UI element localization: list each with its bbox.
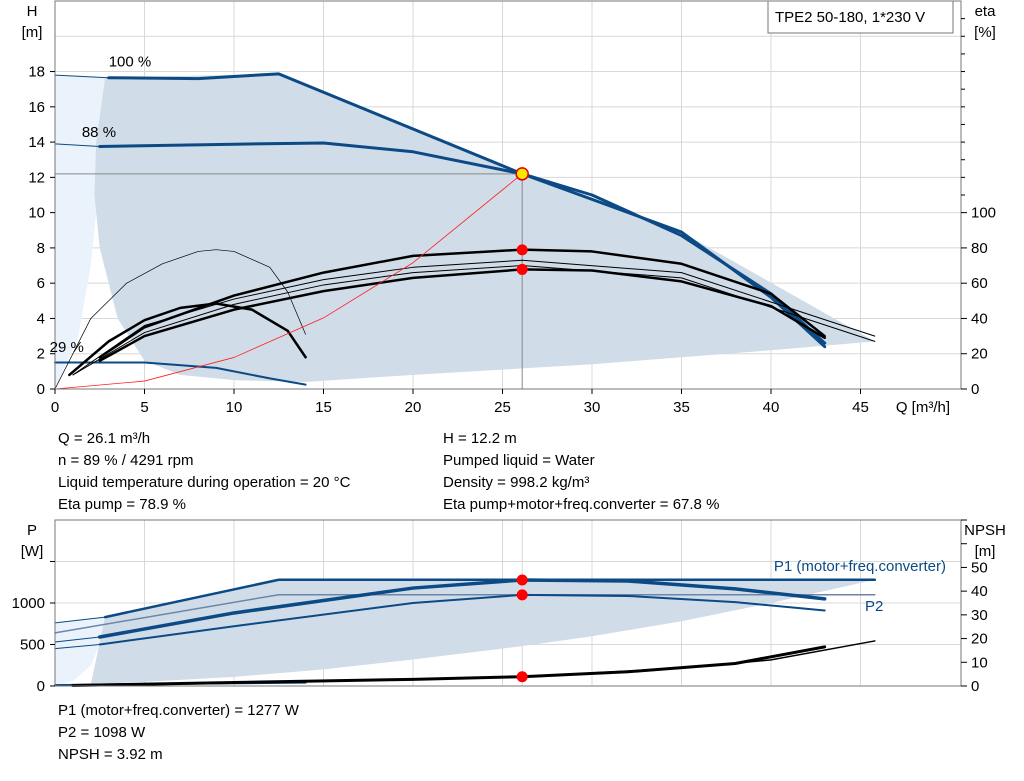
info-flow: Q = 26.1 m³/h (58, 430, 151, 447)
x-tick-label: 0 (51, 399, 59, 416)
legend-p2: P2 (865, 598, 883, 615)
head-curve (54, 143, 101, 147)
info-npsh: NPSH = 3.92 m (58, 746, 163, 763)
y-tick-label: 18 (28, 64, 45, 81)
y-tick-label: 4 (37, 310, 45, 327)
y2-tick-label: 20 (971, 631, 988, 648)
y-tick-label: 2 (37, 346, 45, 363)
info-density: Density = 998.2 kg/m³ (443, 474, 590, 491)
y2-tick-label: 50 (971, 559, 988, 576)
y2-tick-label: 80 (971, 240, 988, 257)
y-tick-label: 14 (28, 134, 45, 151)
x-tick-label: 45 (852, 399, 869, 416)
x-tick-label: 15 (315, 399, 332, 416)
y2-tick-label: 10 (971, 654, 988, 671)
x-axis-label: Q [m³/h] (896, 399, 950, 416)
y2-tick-label: 0 (971, 381, 979, 398)
y-axis-label: P (27, 522, 37, 539)
info-bottom: P1 (motor+freq.converter) = 1277 W P2 = … (58, 700, 299, 766)
P2-curve (54, 593, 876, 634)
eta-curve (54, 249, 306, 390)
y-tick-label: 10 (28, 205, 45, 222)
system-curve (54, 173, 523, 390)
operating-marker (516, 589, 528, 601)
head-curve (54, 74, 110, 79)
y-tick-label: 500 (20, 637, 45, 654)
head-curve (54, 361, 307, 386)
y-axis-unit: [W] (21, 543, 44, 560)
y-tick-label: 8 (37, 240, 45, 257)
y-tick-label: 12 (28, 169, 45, 186)
operating-marker (516, 244, 528, 256)
speed-label: 88 % (82, 124, 116, 141)
y2-axis-unit: [%] (974, 24, 996, 41)
y-tick-label: 6 (37, 275, 45, 292)
P2-curve (54, 644, 101, 650)
y-axis-label: H (27, 3, 38, 20)
info-right: H = 12.2 m Pumped liquid = Water Density… (443, 428, 719, 516)
x-tick-label: 40 (763, 399, 780, 416)
info-head: H = 12.2 m (443, 430, 517, 447)
info-eta-pump: Eta pump = 78.9 % (58, 496, 186, 513)
x-tick-label: 35 (673, 399, 690, 416)
P1-curve (54, 636, 101, 643)
x-tick-label: 30 (584, 399, 601, 416)
title-box (767, 0, 954, 34)
operating-marker (516, 671, 528, 683)
eta-curve (68, 302, 307, 377)
x-tick-label: 10 (226, 399, 243, 416)
legend-p1: P1 (motor+freq.converter) (774, 558, 946, 575)
y-axis-unit: [m] (22, 24, 43, 41)
eta-curve (72, 259, 876, 376)
operating-range-area (94, 73, 875, 382)
chart-title: TPE2 50-180, 1*230 V (775, 9, 925, 26)
y2-tick-label: 20 (971, 346, 988, 363)
info-pumped-liquid: Pumped liquid = Water (443, 452, 595, 469)
eta-curve (98, 248, 826, 359)
info-speed: n = 89 % / 4291 rpm (58, 452, 194, 469)
y2-tick-label: 40 (971, 310, 988, 327)
y2-axis-label: NPSH (964, 522, 1006, 539)
light-area (55, 75, 109, 390)
y2-tick-label: 60 (971, 275, 988, 292)
y-tick-label: 0 (37, 678, 45, 695)
eta-curve (98, 268, 826, 363)
info-p2: P2 = 1098 W (58, 724, 146, 741)
y2-axis-label: eta (975, 3, 997, 20)
eta-curve (72, 265, 876, 376)
P1-curve (54, 616, 106, 624)
speed-label: 29 % (50, 339, 84, 356)
y2-tick-label: 0 (971, 678, 979, 695)
operating-marker (516, 263, 528, 275)
x-tick-label: 25 (494, 399, 511, 416)
speed-label: 100 % (109, 53, 152, 70)
operating-marker (516, 574, 528, 586)
y-tick-label: 16 (28, 99, 45, 116)
y-tick-label: 1000 (12, 595, 45, 612)
y-tick-label: 0 (37, 381, 45, 398)
info-liquid-temp: Liquid temperature during operation = 20… (58, 474, 351, 491)
x-tick-label: 20 (405, 399, 422, 416)
y2-tick-label: 100 (971, 205, 996, 222)
y2-tick-label: 30 (971, 607, 988, 624)
info-p1: P1 (motor+freq.converter) = 1277 W (58, 702, 299, 719)
P1-curve (103, 578, 877, 619)
light-area (55, 617, 106, 686)
x-tick-label: 5 (140, 399, 148, 416)
y2-tick-label: 40 (971, 583, 988, 600)
y2-axis-unit: [m] (975, 543, 996, 560)
info-left: Q = 26.1 m³/h n = 89 % / 4291 rpm Liquid… (58, 428, 350, 516)
info-eta-total: Eta pump+motor+freq.converter = 67.8 % (443, 496, 720, 513)
duty-point (515, 167, 529, 181)
